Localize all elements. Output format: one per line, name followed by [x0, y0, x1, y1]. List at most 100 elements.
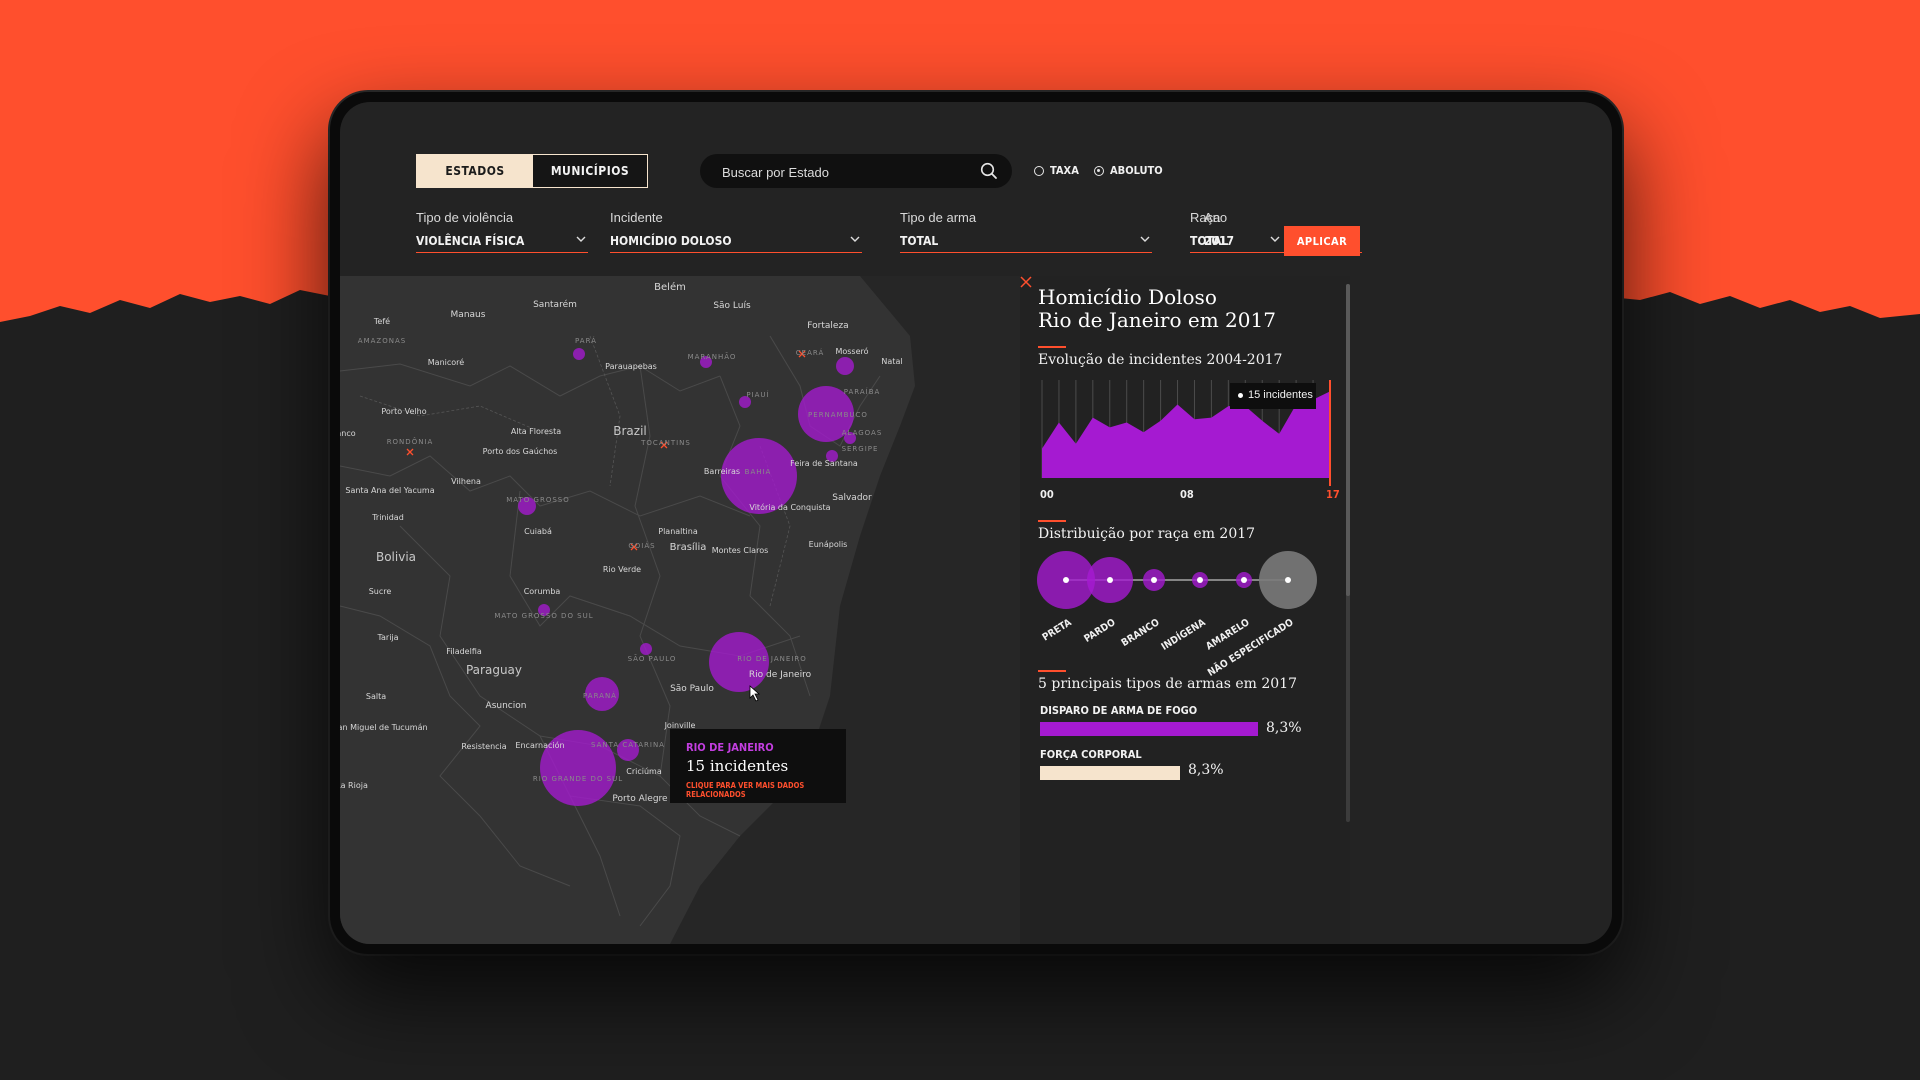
place-label: Bolivia	[376, 550, 416, 564]
tooltip-value: 15 incidentes	[686, 757, 789, 775]
place-label: Brazil	[613, 424, 647, 438]
weapon-value-2: 8,3%	[1188, 762, 1224, 778]
section-rule	[1038, 520, 1066, 522]
filter-incidente-select[interactable]: HOMICÍDIO DOLOSO	[610, 232, 862, 253]
race-title: Distribuição por raça em 2017	[1038, 526, 1256, 542]
evolution-area	[1042, 391, 1330, 478]
filter-incidente-label: Incidente	[610, 210, 663, 225]
weapon-value-1: 8,3%	[1266, 720, 1302, 736]
tablet-frame: ESTADOS MUNICÍPIOS TAXA ABOLUTO Tipo de …	[330, 92, 1622, 954]
map-tooltip[interactable]: RIO DE JANEIRO 15 incidentes CLIQUE PARA…	[670, 729, 846, 803]
scrollbar-thumb[interactable]	[1346, 284, 1350, 596]
race-dot	[1063, 577, 1069, 583]
bubble-paraiba[interactable]	[836, 357, 854, 375]
filter-ano-label: Ano	[1204, 210, 1228, 225]
place-label: São Paulo	[670, 684, 714, 694]
weapon-bar-2	[1040, 766, 1180, 780]
place-label: PERNAMBUCO	[808, 411, 868, 419]
filter-tipo-arma[interactable]: Tipo de arma TOTAL	[900, 210, 1152, 253]
search-box	[700, 154, 1012, 190]
place-label: TOCANTINS	[640, 439, 691, 447]
apply-button[interactable]: APLICAR	[1284, 226, 1360, 256]
map-canvas: Belém Santarém São Luís Fortaleza Tefé Manaus…	[340, 276, 1020, 944]
bubble-sergipe[interactable]	[826, 450, 838, 462]
filter-incidente[interactable]: Incidente HOMICÍDIO DOLOSO	[610, 210, 862, 253]
bubble-alagoas[interactable]	[844, 432, 856, 444]
bubble-santa-catarina[interactable]	[617, 739, 639, 761]
section-rule	[1038, 346, 1066, 348]
bubble-mato-grosso[interactable]	[518, 497, 536, 515]
panel-scrollbar[interactable]	[1346, 284, 1350, 822]
filter-tipo-violencia[interactable]: Tipo de violência VIOLÊNCIA FÍSICA	[416, 210, 588, 253]
place-label: Filadelfia	[446, 647, 482, 656]
place-label: Joinville	[664, 721, 696, 730]
place-label: Natal	[881, 357, 902, 366]
place-label: ALAGOAS	[842, 429, 883, 437]
place-label: Rio de Janeiro	[749, 670, 812, 680]
chevron-down-icon	[1270, 236, 1280, 242]
place-label: Sucre	[369, 587, 392, 596]
bubble-maranhao[interactable]	[700, 356, 712, 368]
race-dot	[1197, 577, 1203, 583]
place-label: Trinidad	[371, 513, 404, 522]
place-label: Belém	[654, 281, 686, 293]
bubble-mato-grosso-do-sul[interactable]	[538, 604, 550, 616]
place-label: Vilhena	[451, 477, 481, 486]
state-borders	[340, 335, 881, 927]
place-label: Santarém	[533, 299, 577, 310]
evolution-highlight-label: 15 incidentes	[1248, 389, 1313, 401]
filter-ano-select[interactable]: 2017	[1204, 232, 1282, 253]
race-category-label: BRANCO	[1120, 617, 1162, 649]
place-label: Cuiabá	[524, 527, 552, 536]
place-label: SERGIPE	[842, 445, 879, 453]
weapon-bar-1	[1040, 722, 1258, 736]
radio-taxa-indicator	[1034, 165, 1044, 176]
tab-estados[interactable]: ESTADOS	[417, 155, 533, 187]
race-category-label: PARDO	[1082, 617, 1118, 645]
filter-tipo-arma-select[interactable]: TOTAL	[900, 232, 1152, 253]
place-label: Santa Ana del Yacuma	[345, 486, 434, 495]
place-label: La Rioja	[340, 781, 368, 790]
tooltip-cta[interactable]: CLIQUE PARA VER MAIS DADOS RELACIONADOS	[686, 781, 805, 799]
place-label: Porto Alegre	[612, 794, 668, 804]
radio-absoluto-label: ABOLUTO	[1110, 164, 1163, 177]
place-label: Parauapebas	[605, 362, 657, 371]
bubble-sao-paulo[interactable]	[640, 643, 652, 655]
close-icon[interactable]	[1020, 276, 1032, 288]
bubble-bahia[interactable]	[721, 438, 797, 514]
place-label: RONDÔNIA	[387, 437, 434, 446]
chevron-down-icon	[850, 236, 860, 242]
place-label: Planaltina	[658, 527, 698, 536]
bubble-piaui[interactable]	[739, 396, 751, 408]
panel-title: Homicídio Doloso Rio de Janeiro em 2017	[1038, 286, 1276, 332]
filter-tipo-arma-label: Tipo de arma	[900, 210, 977, 225]
place-label: MATO GROSSO	[506, 496, 570, 504]
ocean-area	[670, 276, 1020, 944]
tab-municipios[interactable]: MUNICÍPIOS	[533, 155, 647, 187]
bubble-para[interactable]	[573, 348, 585, 360]
place-label: Asuncion	[486, 701, 527, 711]
evolution-tick-label: 08	[1180, 488, 1194, 501]
bubble-parana[interactable]	[585, 677, 619, 711]
filter-tipo-violencia-label: Tipo de violência	[416, 210, 514, 225]
bubble-rio-grande-do-sul[interactable]	[540, 730, 616, 806]
place-label: SANTA CATARINA	[591, 741, 665, 749]
section-rule	[1038, 670, 1066, 672]
filter-tipo-arma-value: TOTAL	[900, 234, 939, 248]
filter-ano[interactable]: Ano 2017	[1204, 210, 1282, 253]
filter-tipo-violencia-select[interactable]: VIOLÊNCIA FÍSICA	[416, 232, 588, 253]
map-view[interactable]: Belém Santarém São Luís Fortaleza Tefé Manaus…	[340, 276, 1020, 944]
radio-taxa[interactable]: TAXA	[1034, 164, 1079, 177]
place-label: GOIÁS	[628, 541, 655, 550]
bubble-rio-de-janeiro[interactable]	[709, 632, 769, 692]
place-label: AMAZONAS	[358, 337, 406, 345]
search-input[interactable]	[720, 154, 964, 190]
race-category-label: INDÍGENA	[1159, 616, 1208, 653]
detail-panel: Homicídio Doloso Rio de Janeiro em 2017 …	[1020, 276, 1350, 944]
race-category-label: PRETA	[1041, 617, 1074, 643]
search-icon[interactable]	[980, 162, 998, 180]
place-label: Montes Claros	[712, 546, 769, 555]
weapons-title: 5 principais tipos de armas em 2017	[1038, 676, 1298, 692]
radio-absoluto[interactable]: ABOLUTO	[1094, 164, 1163, 177]
bubble-pernambuco[interactable]	[798, 386, 854, 442]
